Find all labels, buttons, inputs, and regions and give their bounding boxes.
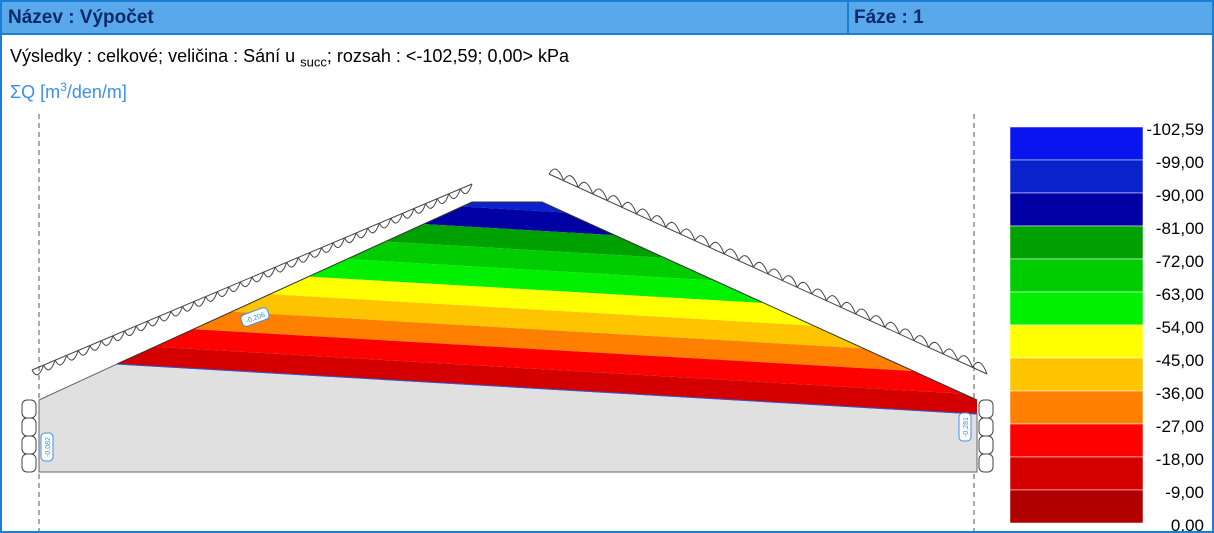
legend-swatch (1010, 490, 1143, 523)
legend-swatch (1010, 358, 1143, 391)
boundary-symbol (310, 248, 322, 258)
boundary-symbol (333, 238, 345, 248)
legend-label: -99,00 (1156, 153, 1204, 172)
boundary-symbol (391, 213, 403, 223)
boundary-symbol (67, 350, 79, 360)
boundary-symbol (90, 341, 102, 351)
legend-swatch (1010, 226, 1143, 259)
boundary-box (979, 454, 993, 472)
legend: -102,59 -99,00 -90,00 -81,00 -72,00 -63,00 -54… (1010, 120, 1204, 531)
boundary-symbol (148, 316, 160, 326)
boundary-symbol (32, 365, 44, 375)
legend-swatch (1010, 424, 1143, 457)
boundary-symbol (113, 331, 125, 341)
boundary-symbol (55, 355, 67, 365)
legend-swatch (1010, 292, 1143, 325)
legend-swatch (1010, 457, 1143, 490)
boundary-symbol (252, 272, 264, 282)
boundary-symbol (426, 199, 438, 209)
boundary-symbol (379, 218, 391, 228)
legend-label: -90,00 (1156, 186, 1204, 205)
legend-swatch (1010, 259, 1143, 292)
boundary-symbol (275, 262, 287, 272)
legend-label: -102,59 (1146, 120, 1204, 139)
boundary-symbol (345, 233, 357, 243)
legend-swatch (1010, 193, 1143, 226)
legend-label: -45,00 (1156, 351, 1204, 370)
legend-label: -18,00 (1156, 450, 1204, 469)
plot: -102,59 -99,00 -90,00 -81,00 -72,00 -63,00 -54… (2, 2, 1212, 531)
flow-label-text: -0,082 (45, 437, 52, 457)
legend-label: 0,00 (1171, 516, 1204, 531)
boundary-symbol (437, 194, 449, 204)
boundary-box (979, 418, 993, 436)
boundary-box (22, 400, 36, 418)
legend-label: -27,00 (1156, 417, 1204, 436)
legend-label: -9,00 (1165, 483, 1204, 502)
boundary-symbol (125, 326, 137, 336)
boundary-symbol (206, 292, 218, 302)
legend-label: -63,00 (1156, 285, 1204, 304)
boundary-symbol (240, 277, 252, 287)
boundary-symbol (229, 282, 241, 292)
boundary-symbol (101, 336, 113, 346)
boundary-symbol (136, 321, 148, 331)
boundary-box (22, 454, 36, 472)
boundary-symbol (403, 208, 415, 218)
boundary-symbol (264, 267, 276, 277)
boundary-symbol (171, 306, 183, 316)
boundary-symbol (368, 223, 380, 233)
boundary-symbol (287, 257, 299, 267)
boundary-symbol (414, 204, 426, 214)
boundary-symbol (298, 253, 310, 263)
boundary-symbol (194, 297, 206, 307)
boundary-symbol (217, 287, 229, 297)
legend-label: -54,00 (1156, 318, 1204, 337)
legend-swatch (1010, 160, 1143, 193)
boundary-box (22, 436, 36, 454)
boundary-symbol (460, 184, 472, 194)
flow-label-text: -0,281 (963, 417, 970, 437)
boundary-symbol (183, 301, 195, 311)
legend-swatch (1010, 391, 1143, 424)
flow-label: -0,082 (41, 433, 53, 461)
legend-label: -81,00 (1156, 219, 1204, 238)
legend-swatch (1010, 325, 1143, 358)
flow-label: -0,281 (959, 413, 971, 441)
boundary-box (22, 418, 36, 436)
boundary-symbol (321, 243, 333, 253)
boundary-symbol (449, 189, 461, 199)
boundary-box (979, 400, 993, 418)
legend-swatch (1010, 127, 1143, 160)
boundary-box (979, 436, 993, 454)
legend-label: -72,00 (1156, 252, 1204, 271)
boundary-symbol (44, 360, 56, 370)
boundary-symbol (78, 346, 90, 356)
legend-label: -36,00 (1156, 384, 1204, 403)
page: Název : Výpočet Fáze : 1 Výsledky : celk… (0, 0, 1214, 533)
boundary-symbol (159, 311, 171, 321)
boundary-symbol (356, 228, 368, 238)
